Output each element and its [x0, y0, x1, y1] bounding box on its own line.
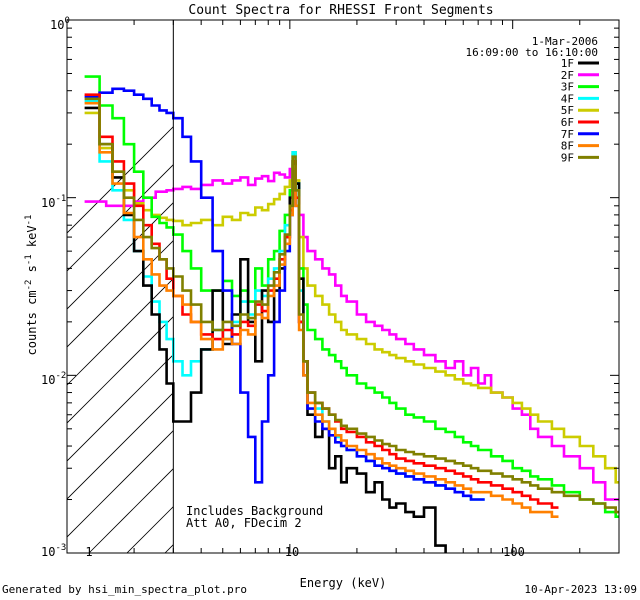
footer-generated-by: Generated by hsi_min_spectra_plot.pro: [2, 583, 248, 596]
series-line-8F: [84, 101, 559, 518]
y-tick-label-0.001: 10-3: [41, 543, 66, 559]
hatch-line: [67, 430, 174, 538]
x-tick-label-100: 100: [503, 545, 525, 559]
series-line-5F: [84, 111, 619, 484]
hatch-line: [241, 20, 640, 553]
hatch-line: [67, 240, 174, 348]
series-line-4F: [84, 99, 485, 501]
hatch-line: [393, 20, 640, 553]
x-tick-label-1: 1: [85, 545, 92, 559]
footer-timestamp: 10-Apr-2023 13:09: [524, 583, 637, 596]
legend-label-3F: 3F: [561, 81, 574, 94]
legend-label-8F: 8F: [561, 140, 574, 153]
series-line-3F: [84, 75, 619, 518]
axis-ticks: [66, 20, 620, 554]
x-tick-label-10: 10: [285, 545, 299, 559]
time-range-label: 16:09:00 to 16:10:00: [466, 46, 598, 59]
y-tick-label-0.01: 10-2: [41, 371, 66, 387]
legend-label-2F: 2F: [561, 69, 574, 82]
date-label: 1-Mar-2006: [532, 35, 598, 48]
legend-label-7F: 7F: [561, 128, 574, 141]
y-tick-label-1: 100: [50, 16, 70, 32]
series-line-7F: [84, 87, 485, 501]
annotation-background: Includes Background: [186, 504, 323, 518]
annotation-attenuator: Att A0, FDecim 2: [186, 516, 302, 530]
legend-label-4F: 4F: [561, 92, 574, 105]
y-axis-label: counts cm-2 s-1 keV-1: [24, 215, 39, 356]
hatch-line: [67, 392, 174, 500]
hatch-line: [67, 202, 174, 310]
legend-label-6F: 6F: [561, 116, 574, 129]
y-tick-label-0.1: 10-1: [41, 194, 66, 210]
series-layer: [84, 75, 619, 553]
series-line-9F: [84, 97, 619, 514]
legend-label-9F: 9F: [561, 151, 574, 164]
hatch-line: [67, 126, 174, 234]
plot-frame: [66, 19, 620, 554]
legend-label-5F: 5F: [561, 104, 574, 117]
hatch-line: [88, 468, 174, 553]
legend-label-1F: 1F: [561, 57, 574, 70]
x-axis-label: Energy (keV): [300, 576, 387, 590]
chart-title: Count Spectra for RHESSI Front Segments: [188, 3, 493, 18]
